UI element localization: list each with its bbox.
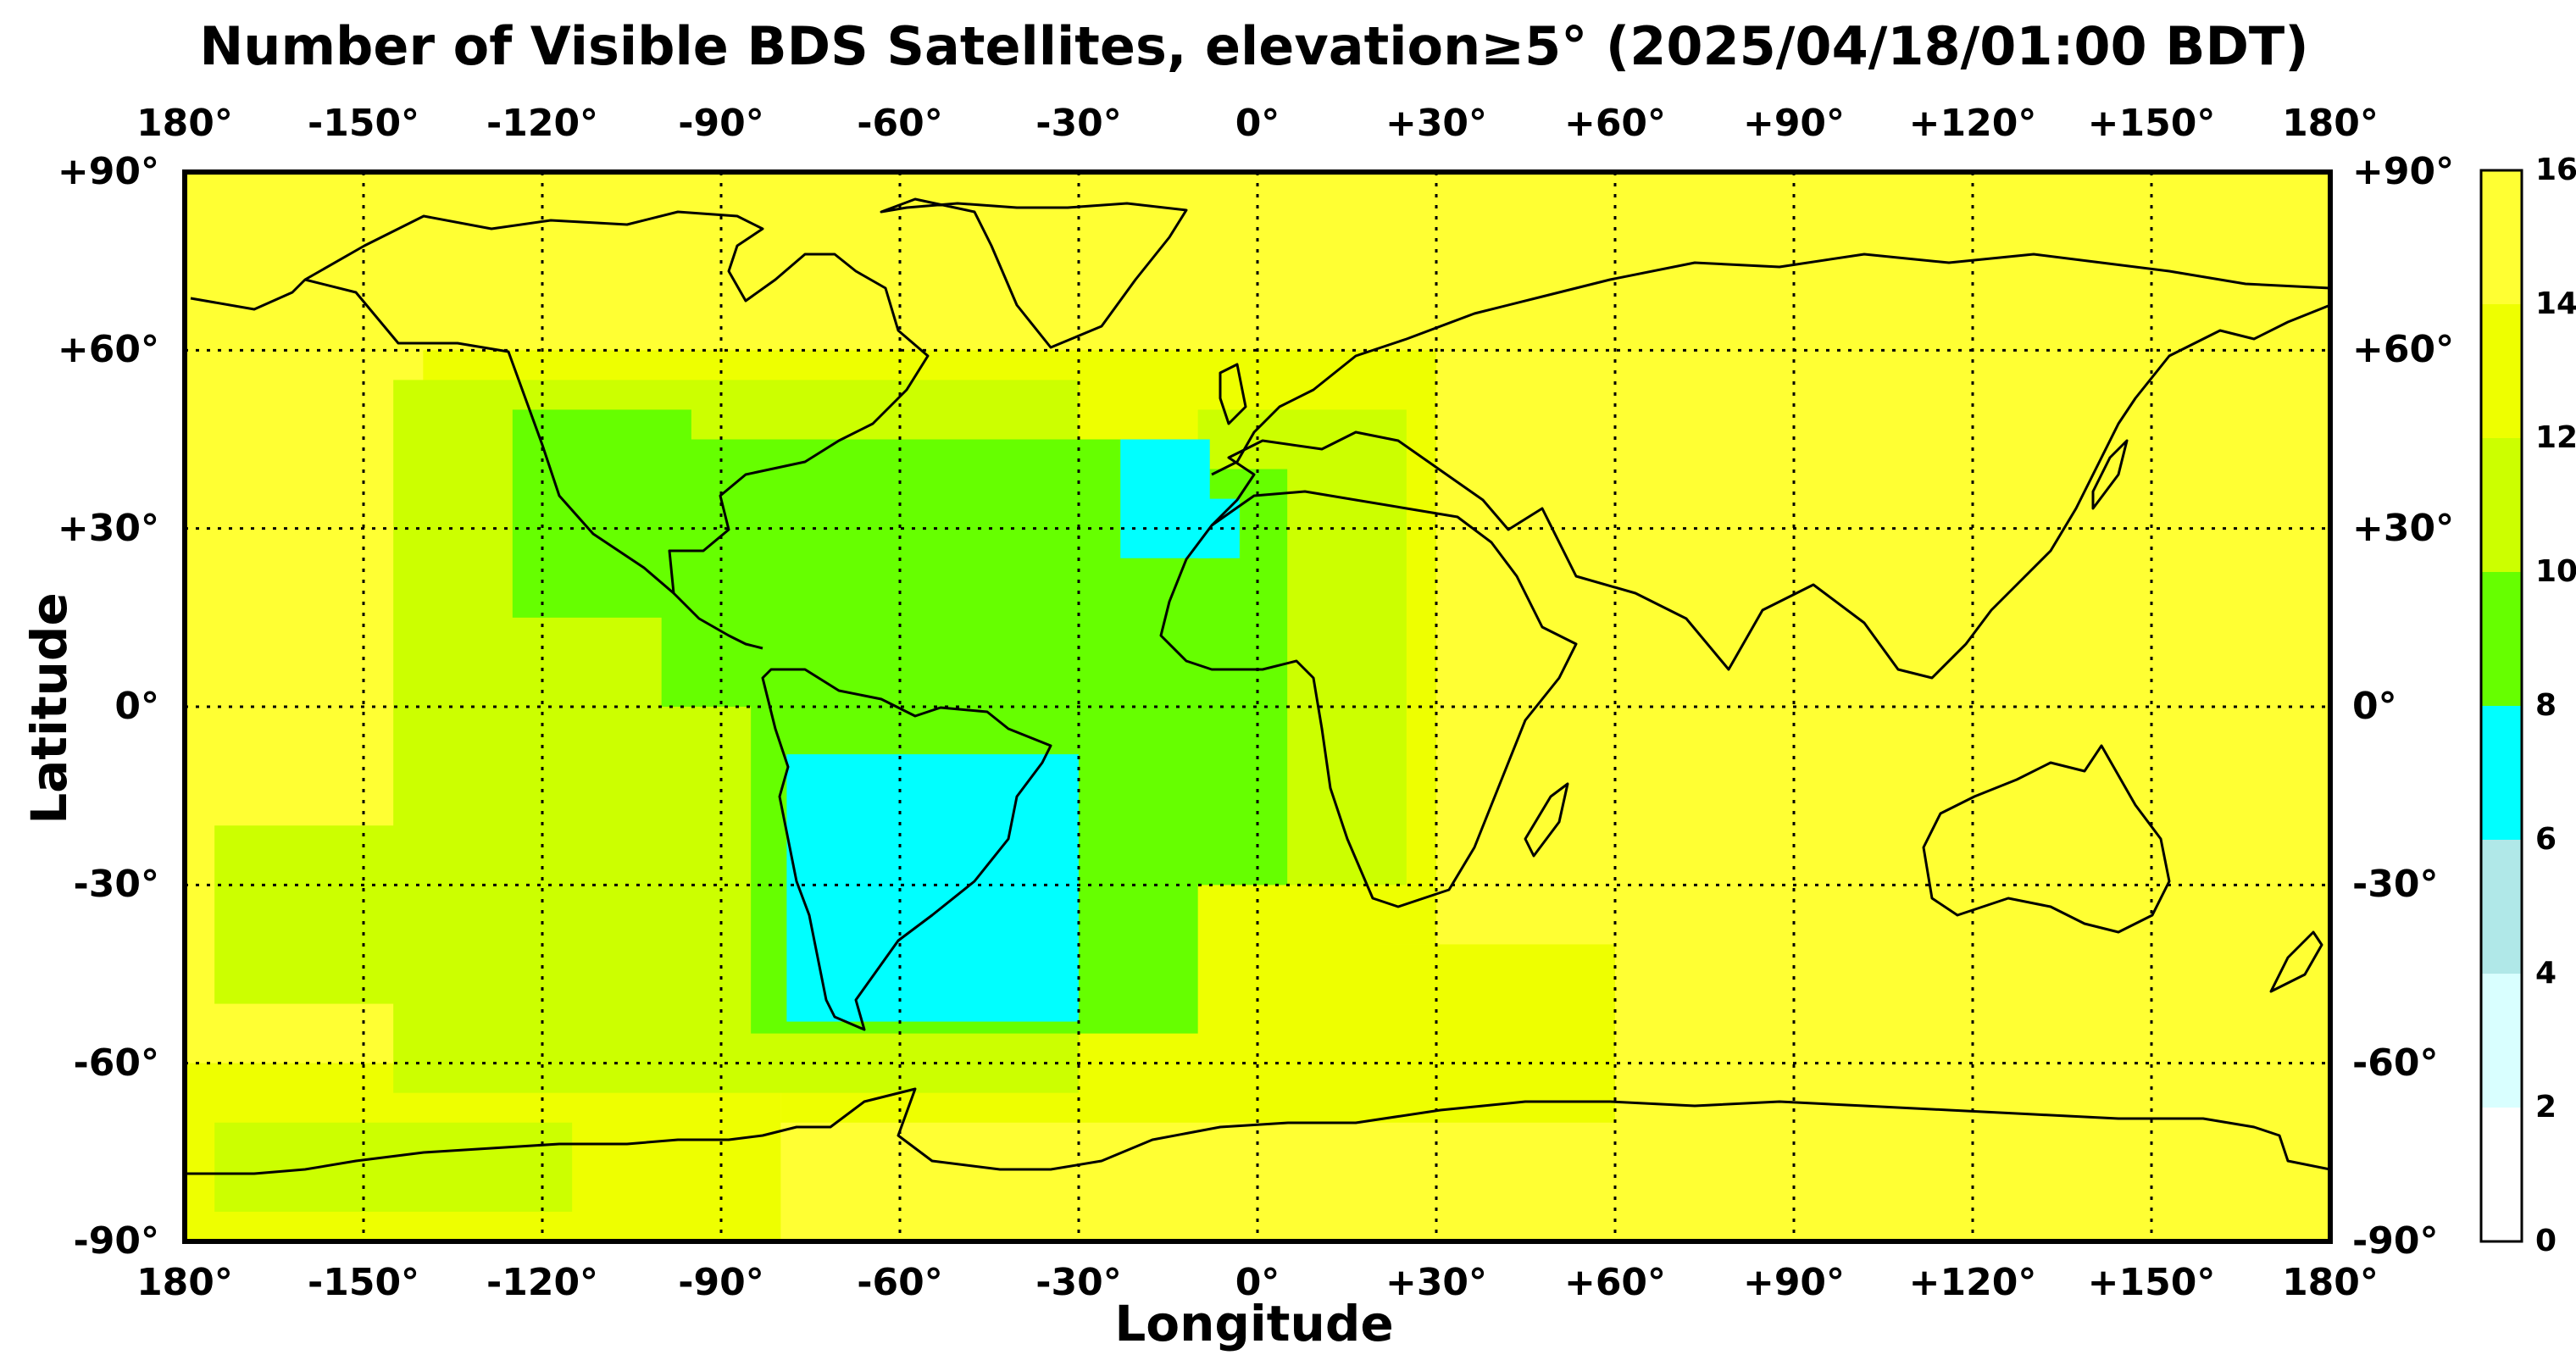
x-tick-top-6: 0° (1235, 102, 1280, 145)
colorbar-tick-4: 8 (2535, 688, 2557, 723)
coastline-central-america (672, 591, 763, 650)
y-tick-right-2: +30° (2352, 506, 2455, 550)
coastline-greenland (880, 197, 1188, 349)
coastline-eurasia (1210, 253, 2330, 680)
colorbar-segment-7 (2481, 170, 2522, 304)
y-tick-right-3: 0° (2352, 685, 2397, 728)
coastline-japan (2091, 439, 2129, 510)
chart-title: Number of Visible BDS Satellites, elevat… (199, 15, 2309, 77)
x-tick-bottom-2: -120° (486, 1261, 599, 1304)
colorbar-segment-3 (2481, 706, 2522, 840)
coastline-south-america (761, 668, 1052, 1031)
x-tick-bottom-7: +30° (1385, 1261, 1488, 1304)
colorbar-tick-3: 6 (2535, 822, 2557, 857)
heatmap-region-13 (786, 754, 1079, 1022)
x-tick-top-3: -90° (678, 102, 764, 145)
colorbar-tick-0: 0 (2535, 1224, 2557, 1258)
x-tick-bottom-8: +60° (1563, 1261, 1667, 1304)
x-tick-top-4: -60° (857, 102, 943, 145)
x-tick-bottom-1: -150° (307, 1261, 420, 1304)
x-tick-top-10: +120° (1908, 102, 2037, 145)
colorbar-tick-7: 14 (2535, 286, 2576, 321)
coastline-australia (1922, 744, 2171, 934)
x-axis-label: Longitude (1114, 1295, 1394, 1352)
x-tick-top-11: +150° (2087, 102, 2216, 145)
x-tick-bottom-12: 180° (2282, 1261, 2379, 1304)
y-tick-left-5: -60° (73, 1041, 160, 1085)
coastline-new-zealand (2269, 930, 2323, 993)
y-tick-right-1: +60° (2352, 328, 2455, 372)
x-tick-top-8: +60° (1563, 102, 1667, 145)
y-tick-left-1: +60° (57, 328, 159, 372)
heatmap-region-5 (214, 1122, 573, 1212)
gridlines (185, 172, 2330, 1241)
x-tick-top-9: +90° (1742, 102, 1846, 145)
y-tick-right-6: -90° (2352, 1219, 2439, 1263)
colorbar-segment-1 (2481, 974, 2522, 1108)
x-tick-top-1: -150° (307, 102, 420, 145)
x-tick-bottom-0: 180° (136, 1261, 233, 1304)
y-tick-right-4: -30° (2352, 863, 2439, 907)
y-tick-left-0: +90° (57, 150, 159, 193)
coastline-north-america (190, 210, 930, 595)
plot-frame (182, 169, 2333, 1244)
x-tick-bottom-9: +90° (1742, 1261, 1846, 1304)
colorbar-tick-6: 12 (2535, 420, 2576, 455)
y-tick-left-3: 0° (114, 685, 159, 728)
x-tick-top-7: +30° (1385, 102, 1488, 145)
x-tick-top-5: -30° (1035, 102, 1122, 145)
x-tick-bottom-5: -30° (1035, 1261, 1122, 1304)
colorbar (2481, 170, 2522, 1241)
colorbar-segment-2 (2481, 840, 2522, 974)
x-tick-bottom-3: -90° (678, 1261, 764, 1304)
x-tick-bottom-4: -60° (857, 1261, 943, 1304)
colorbar-segment-6 (2481, 304, 2522, 438)
colorbar-frame (2479, 169, 2523, 1243)
coastline-madagascar (1524, 782, 1569, 858)
y-tick-right-5: -60° (2352, 1041, 2439, 1085)
x-tick-bottom-10: +120° (1908, 1261, 2037, 1304)
y-tick-left-4: -30° (73, 863, 160, 907)
colorbar-segment-5 (2481, 438, 2522, 572)
x-tick-top-2: -120° (486, 102, 599, 145)
heatmap-region-14 (1120, 439, 1210, 558)
y-tick-left-6: -90° (73, 1219, 160, 1263)
colorbar-tick-1: 2 (2535, 1090, 2557, 1124)
x-tick-top-12: 180° (2282, 102, 2379, 145)
colorbar-segment-0 (2481, 1108, 2522, 1241)
coastline-antarctica (185, 1087, 2330, 1175)
x-tick-bottom-11: +150° (2087, 1261, 2216, 1304)
colorbar-tick-5: 10 (2535, 554, 2576, 589)
y-tick-left-2: +30° (57, 506, 159, 550)
colorbar-tick-2: 4 (2535, 956, 2557, 991)
x-tick-bottom-6: 0° (1235, 1261, 1280, 1304)
coastlines (185, 197, 2330, 1175)
colorbar-tick-8: 16 (2535, 153, 2576, 187)
x-tick-top-0: 180° (136, 102, 233, 145)
y-tick-right-0: +90° (2352, 150, 2455, 193)
coastline-africa (1159, 490, 1578, 908)
coastline-uk (1219, 363, 1247, 425)
colorbar-segment-4 (2481, 572, 2522, 706)
